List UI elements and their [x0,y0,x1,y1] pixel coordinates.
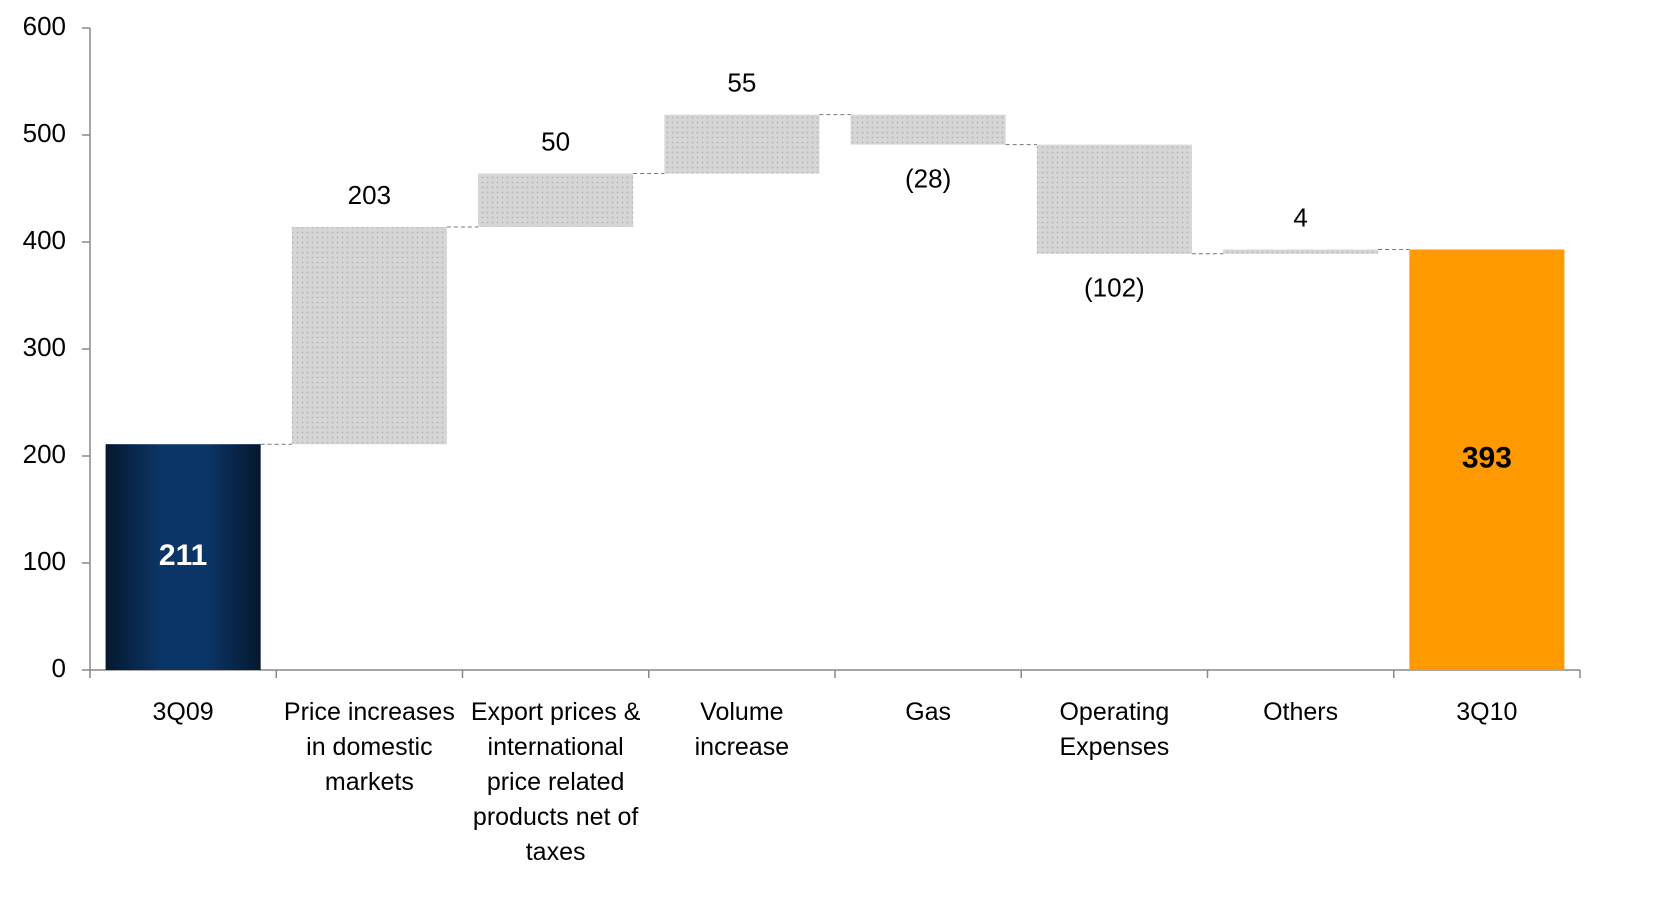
y-tick-label: 600 [23,11,66,41]
bar [1409,249,1565,671]
bar-shade [105,444,261,670]
y-tick-label: 0 [52,653,66,683]
x-tick-label: Volume increase [694,698,790,761]
x-tick-label: 3Q10 [1456,698,1518,726]
x-tick-label: Price increases in domestic markets [283,698,455,796]
value-label: 4 [1293,202,1307,232]
y-tick-label: 100 [23,546,66,576]
x-tick-label: 3Q09 [152,698,214,726]
bar-texture [850,114,1006,145]
bar-texture [291,227,447,445]
bar-texture [1223,249,1379,254]
bar-texture [1036,144,1192,254]
bar-texture [478,173,634,228]
x-tick-label: Gas [905,698,952,726]
y-tick-label: 300 [23,332,66,362]
x-tick-label: Others [1263,698,1339,726]
y-tick-label: 400 [23,225,66,255]
x-tick-label: Operating Expenses [1059,698,1170,761]
value-label: 203 [348,180,391,210]
value-label: 55 [727,68,756,98]
y-tick-label: 500 [23,118,66,148]
value-label: (102) [1084,273,1145,303]
value-label: 211 [159,539,207,572]
value-label: 50 [541,126,570,156]
value-label: (28) [905,164,951,194]
value-label: 393 [1462,442,1512,475]
x-tick-label: Export prices & international price rela… [470,698,641,866]
y-tick-label: 200 [23,439,66,469]
bar-texture [664,114,820,174]
